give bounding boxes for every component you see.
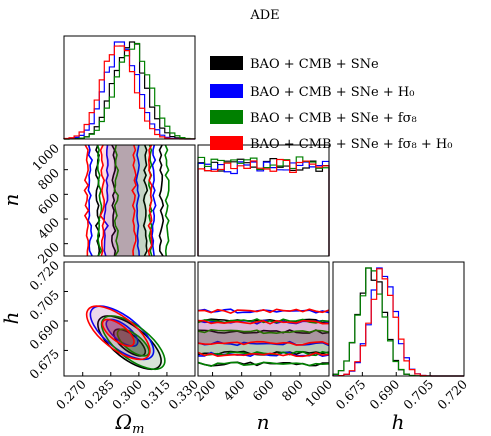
y-tick-label: 0.690 xyxy=(26,316,62,352)
panel-h-vs-omega-m xyxy=(63,261,196,377)
y-tick-label: 400 xyxy=(35,214,63,242)
x-tick-label: 0.690 xyxy=(366,376,402,412)
legend-label-3: BAO + CMB + SNe + fσ₈ + H₀ xyxy=(250,137,452,152)
x-tick-label: 0.315 xyxy=(137,377,173,413)
contour-n-omega-1 xyxy=(87,144,94,257)
x-axis-title-omega-m: Ωm xyxy=(115,410,145,436)
figure-title: ADE xyxy=(249,8,279,23)
x-tick-label: 0.285 xyxy=(81,377,117,413)
contour-h-n-2 xyxy=(197,361,330,368)
contour-n-omega-3 xyxy=(131,144,137,257)
band-fill-1 xyxy=(106,145,138,256)
contour-h-n-3 xyxy=(197,351,330,358)
x-axis-title-n: n xyxy=(257,410,270,434)
contour-n-omega-3 xyxy=(147,144,153,257)
legend-swatch-1 xyxy=(210,84,243,98)
hist-n-series-0 xyxy=(197,158,330,256)
y-tick-label: 0.675 xyxy=(26,346,62,382)
contour-n-omega-2 xyxy=(96,144,103,257)
x-axis-title-h: h xyxy=(392,410,405,434)
hist-n-series-1 xyxy=(197,160,330,256)
contour-h-omega-3 xyxy=(85,305,151,361)
x-tick-label: 0.720 xyxy=(434,376,470,412)
band-fill-h-2 xyxy=(198,331,329,354)
legend-swatch-3 xyxy=(210,136,243,150)
contour-h-n-1 xyxy=(197,340,330,347)
contour-n-omega-3 xyxy=(99,144,106,257)
contour-h-omega-1 xyxy=(105,318,139,347)
panel-hist-h xyxy=(332,261,465,377)
x-tick-label: 200 xyxy=(191,376,219,404)
contour-h-n-3 xyxy=(197,340,330,346)
band-fill-0 xyxy=(113,145,146,256)
legend: BAO + CMB + SNe BAO + CMB + SNe + H₀ BAO +… xyxy=(210,56,452,152)
x-tick-label: 400 xyxy=(220,376,248,404)
y-axis-title-n: n xyxy=(0,194,23,207)
panel-hist-n xyxy=(197,144,330,257)
legend-swatch-2 xyxy=(210,110,243,124)
contour-n-omega-0 xyxy=(142,144,149,257)
legend-label-1: BAO + CMB + SNe + H₀ xyxy=(250,85,414,100)
contour-n-omega-2 xyxy=(164,144,170,257)
legend-label-2: BAO + CMB + SNe + fσ₈ xyxy=(250,111,417,126)
y-tick-label: 600 xyxy=(35,190,63,218)
legend-swatch-0 xyxy=(210,56,243,70)
contour-n-omega-1 xyxy=(103,144,109,257)
contour-h-n-0 xyxy=(197,329,330,335)
contour-n-omega-3 xyxy=(83,144,90,257)
contour-h-n-2 xyxy=(197,328,330,335)
panel-h-vs-n xyxy=(197,261,330,377)
x-tick-label: 0.300 xyxy=(109,376,145,412)
band-fill-h-0 xyxy=(198,331,329,354)
legend-label-0: BAO + CMB + SNe xyxy=(250,57,379,72)
contour-n-omega-1 xyxy=(151,144,157,257)
x-tick-label: 1000 xyxy=(302,376,335,409)
panel-hist-omega-m xyxy=(63,35,196,140)
contour-h-omega-0 xyxy=(112,328,147,357)
contour-n-omega-2 xyxy=(113,144,120,257)
x-tick-label: 0.270 xyxy=(53,376,89,412)
y-tick-label: 0.705 xyxy=(26,287,62,323)
contour-h-n-3 xyxy=(197,319,330,325)
x-tick-label: 0.705 xyxy=(400,377,436,413)
band-fill-3 xyxy=(102,145,135,256)
contour-n-omega-0 xyxy=(158,144,165,257)
hist-n-series-3 xyxy=(197,158,330,256)
y-tick-label: 1000 xyxy=(29,140,62,173)
contour-h-n-2 xyxy=(197,350,330,357)
band-fill-h-3 xyxy=(198,321,329,344)
y-axis-title-h: h xyxy=(0,312,23,325)
x-tick-label: 0.675 xyxy=(333,377,369,413)
contour-h-omega-3 xyxy=(101,318,135,347)
hist-Ωm-series-3 xyxy=(63,45,196,140)
x-tick-label: 600 xyxy=(249,376,277,404)
contour-n-omega-1 xyxy=(135,144,141,257)
contour-h-n-3 xyxy=(197,308,330,314)
panel-n-vs-omega-m xyxy=(63,144,196,257)
